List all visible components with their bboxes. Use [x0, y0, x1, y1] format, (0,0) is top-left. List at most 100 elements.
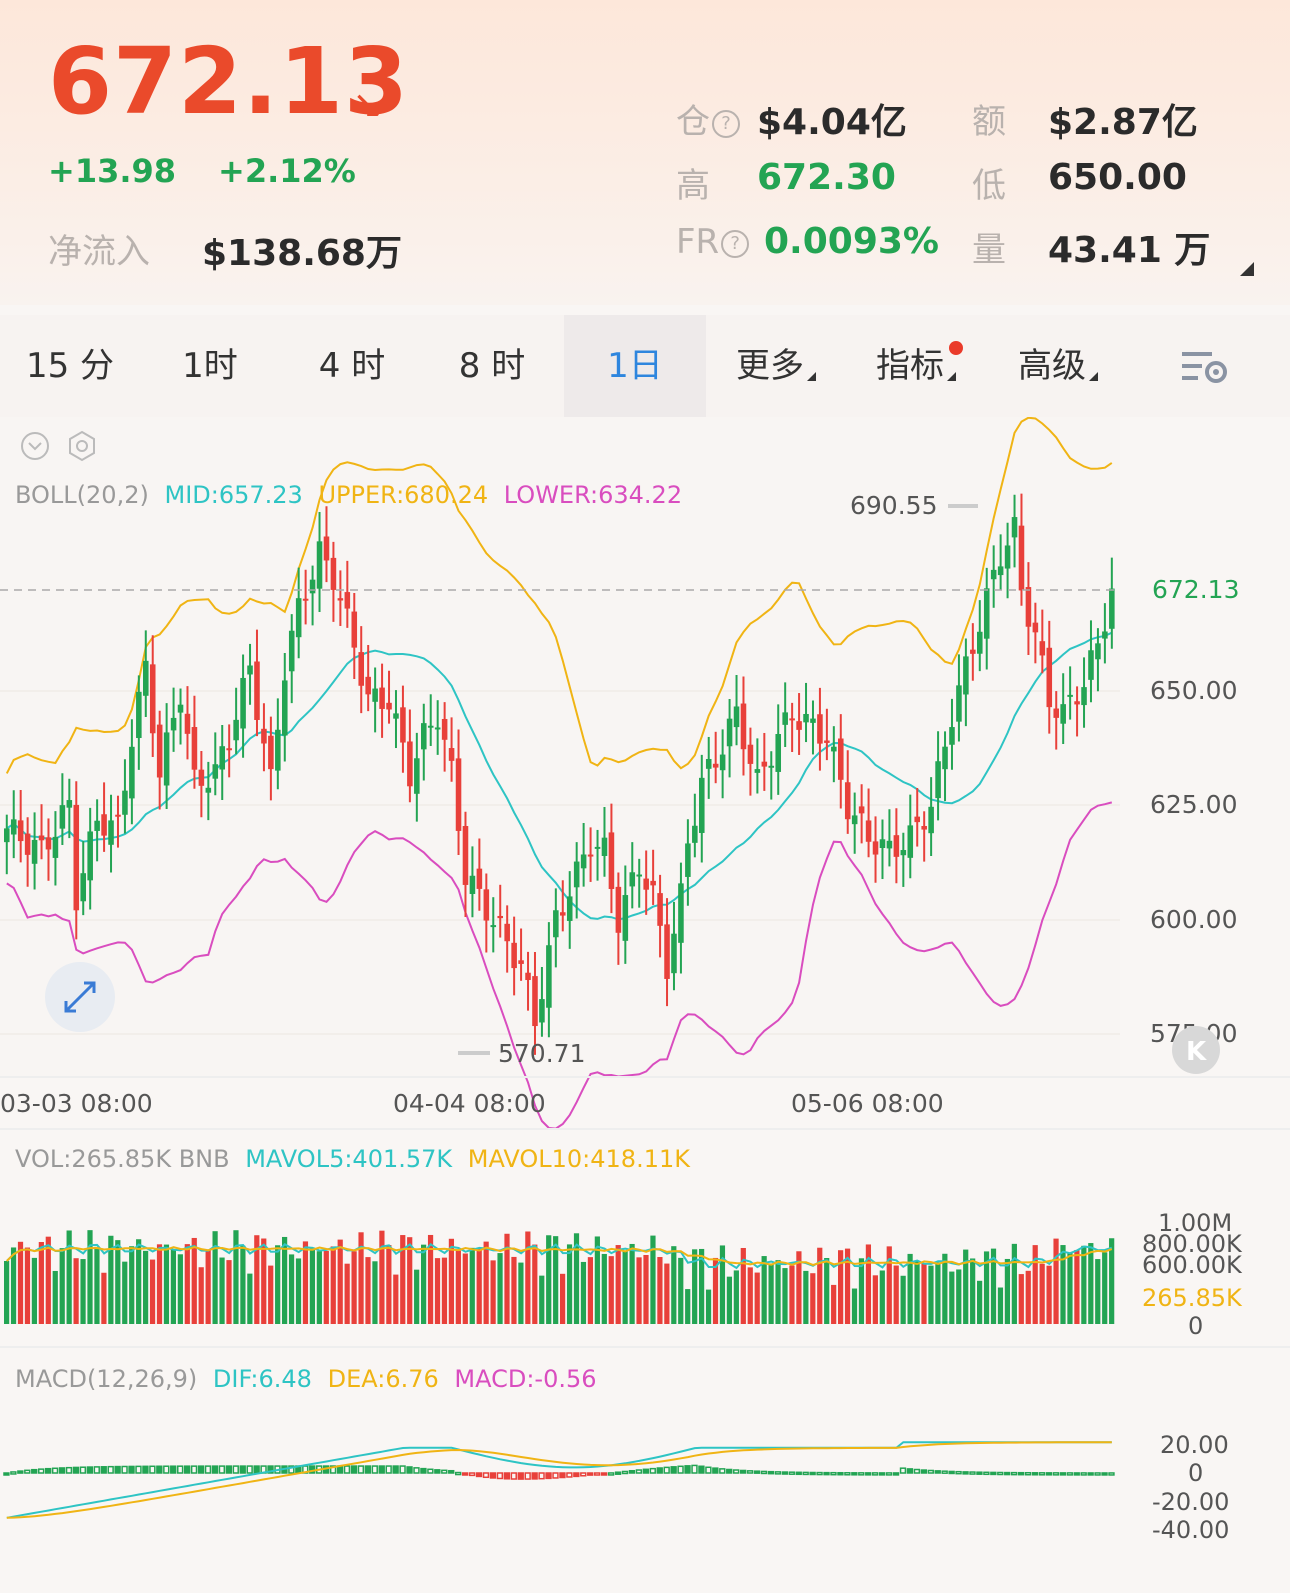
candle-body — [782, 712, 788, 725]
macd-bar — [10, 1471, 17, 1475]
candle-body — [226, 748, 232, 751]
macd-bar — [712, 1467, 719, 1474]
collapse-icon[interactable] — [21, 432, 49, 460]
tab-advanced[interactable]: 高级 — [988, 315, 1128, 417]
candle-body — [330, 557, 337, 590]
volume-bar — [803, 1270, 809, 1324]
macd-bar — [656, 1467, 663, 1474]
volume-bar — [247, 1273, 253, 1324]
volume-bar — [608, 1256, 614, 1324]
k-icon[interactable]: K — [1172, 1026, 1220, 1074]
macd-bar — [726, 1468, 733, 1474]
macd-bar — [983, 1471, 990, 1476]
candle-body — [601, 837, 608, 856]
volume-bar — [1004, 1258, 1011, 1324]
vol-legend: VOL:265.85K BNB MAVOL5:401.57K MAVOL10:4… — [15, 1145, 691, 1173]
volume-value: 43.41 万 — [1048, 230, 1211, 271]
candle-body — [858, 806, 865, 814]
tab-1d[interactable]: 1日 — [564, 315, 706, 417]
macd-bar — [774, 1471, 782, 1475]
volume-bar — [511, 1256, 517, 1324]
candle-body — [1102, 631, 1108, 639]
volume-bar — [643, 1254, 649, 1324]
funding-rate-label[interactable]: FR? — [676, 222, 750, 262]
macd-bar — [17, 1470, 24, 1474]
volume-bar — [136, 1239, 142, 1324]
volume-bar — [1032, 1245, 1038, 1324]
tab-indicators[interactable]: 指标 — [846, 315, 986, 417]
volume-bar — [302, 1241, 309, 1324]
candle-body — [247, 665, 253, 675]
macd-bar — [420, 1467, 427, 1474]
help-icon[interactable]: ? — [712, 109, 740, 138]
volume-bar — [476, 1248, 482, 1324]
candle-body — [733, 706, 740, 728]
macd-bar — [329, 1465, 337, 1474]
macd-bar — [24, 1469, 31, 1474]
volume-bar — [970, 1258, 976, 1324]
candle-body — [400, 707, 406, 743]
candle-body — [705, 758, 712, 769]
candle-body — [532, 976, 538, 1027]
volume-bar — [1011, 1243, 1017, 1324]
volume-bar — [427, 1234, 434, 1324]
macd-bar — [865, 1472, 872, 1476]
volume-bar — [546, 1235, 552, 1324]
help-icon[interactable]: ? — [721, 229, 750, 258]
volume-bar — [52, 1270, 58, 1324]
tab-4h[interactable]: 4 时 — [282, 315, 422, 417]
volume-bar — [775, 1260, 781, 1324]
macd-bar — [976, 1471, 983, 1475]
candle-body — [1109, 588, 1115, 629]
volume-bar — [275, 1245, 281, 1324]
macd-bar — [475, 1472, 483, 1478]
tab-1h[interactable]: 1时 — [140, 315, 280, 417]
volume-bar — [831, 1284, 837, 1324]
candle-body — [817, 714, 823, 744]
low-marker: 570.71 — [498, 1039, 585, 1068]
macd-bar — [607, 1472, 615, 1476]
vol-y-tick: 600.00K — [1142, 1251, 1243, 1279]
expand-details-icon[interactable] — [1240, 262, 1254, 276]
gear-icon[interactable] — [69, 430, 95, 462]
candle-body — [775, 734, 782, 772]
volume-bar — [4, 1261, 10, 1324]
volume-bar — [587, 1257, 594, 1324]
candle-body — [1046, 647, 1053, 708]
candle-body — [587, 854, 594, 857]
candle-body — [712, 763, 719, 768]
volume-bar — [170, 1249, 177, 1324]
macd-dif: DIF:6.48 — [213, 1365, 312, 1393]
candle-body — [323, 536, 330, 561]
volume-bar — [261, 1238, 267, 1324]
macd-bar — [343, 1465, 351, 1474]
macd-bar — [698, 1465, 705, 1474]
macd-histogram — [3, 1464, 1115, 1480]
boll-mid: MID:657.23 — [164, 481, 302, 509]
candle-body — [851, 815, 858, 825]
open-interest-label[interactable]: 仓? — [676, 94, 740, 143]
candle-body — [949, 727, 955, 745]
tab-8h[interactable]: 8 时 — [422, 315, 562, 417]
tab-15m[interactable]: 15 分 — [0, 315, 140, 417]
expand-icon[interactable] — [45, 962, 115, 1032]
macd-dea: DEA:6.76 — [328, 1365, 439, 1393]
volume-bar — [1074, 1249, 1080, 1324]
volume-bar — [796, 1251, 802, 1324]
macd-bar — [253, 1465, 260, 1474]
settings-list-icon[interactable] — [1150, 315, 1260, 417]
macd-bar — [371, 1465, 378, 1474]
candle-body — [288, 630, 295, 672]
candle-body — [1032, 622, 1039, 633]
macd-bar — [733, 1469, 740, 1474]
candle-body — [886, 840, 893, 849]
volume-bar — [949, 1271, 955, 1324]
last-price: 672.13 — [48, 28, 410, 135]
boll-bands — [5, 417, 1113, 1130]
tab-more[interactable]: 更多 — [706, 315, 846, 417]
volume-bar — [288, 1254, 295, 1324]
volume-bar — [810, 1273, 816, 1324]
kline-chart[interactable]: BOLL(20,2) MID:657.23 UPPER:680.24 LOWER… — [0, 417, 1290, 1593]
candle-body — [803, 713, 809, 723]
volume-bar — [990, 1248, 997, 1324]
